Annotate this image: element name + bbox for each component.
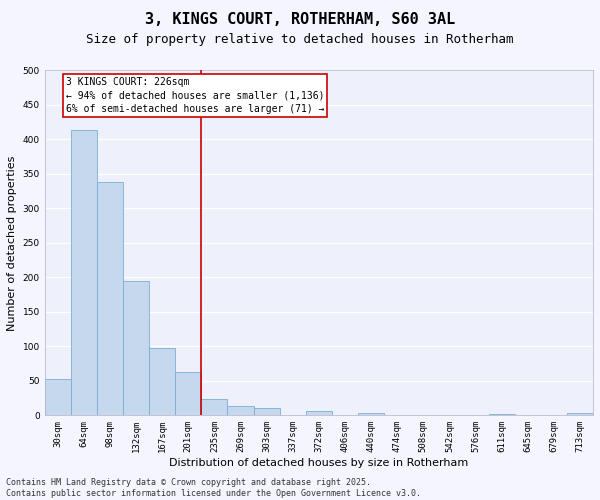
Bar: [306, 411, 332, 416]
Bar: [488, 414, 515, 416]
Bar: [227, 406, 254, 416]
Y-axis label: Number of detached properties: Number of detached properties: [7, 155, 17, 330]
Bar: [358, 414, 384, 416]
Bar: [567, 414, 593, 416]
Bar: [149, 348, 175, 416]
Text: Contains HM Land Registry data © Crown copyright and database right 2025.
Contai: Contains HM Land Registry data © Crown c…: [6, 478, 421, 498]
Text: Size of property relative to detached houses in Rotherham: Size of property relative to detached ho…: [86, 32, 514, 46]
Text: 3 KINGS COURT: 226sqm
← 94% of detached houses are smaller (1,136)
6% of semi-de: 3 KINGS COURT: 226sqm ← 94% of detached …: [65, 78, 324, 114]
X-axis label: Distribution of detached houses by size in Rotherham: Distribution of detached houses by size …: [169, 458, 469, 468]
Bar: [44, 379, 71, 416]
Bar: [97, 182, 123, 416]
Bar: [123, 281, 149, 415]
Bar: [71, 130, 97, 416]
Text: 3, KINGS COURT, ROTHERHAM, S60 3AL: 3, KINGS COURT, ROTHERHAM, S60 3AL: [145, 12, 455, 28]
Bar: [175, 372, 202, 416]
Bar: [202, 399, 227, 415]
Bar: [254, 408, 280, 416]
